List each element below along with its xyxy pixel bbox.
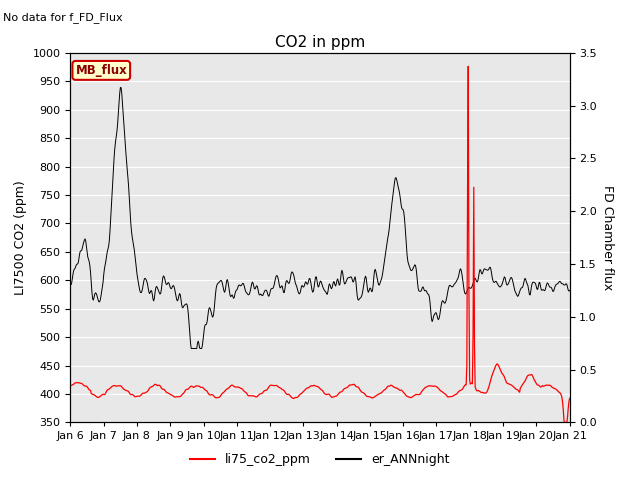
Title: CO2 in ppm: CO2 in ppm [275,35,365,50]
Y-axis label: FD Chamber flux: FD Chamber flux [601,185,614,290]
Legend: li75_co2_ppm, er_ANNnight: li75_co2_ppm, er_ANNnight [186,448,454,471]
Text: No data for f_FD_Flux: No data for f_FD_Flux [3,12,123,23]
Text: MB_flux: MB_flux [76,64,127,77]
Y-axis label: LI7500 CO2 (ppm): LI7500 CO2 (ppm) [14,180,27,295]
